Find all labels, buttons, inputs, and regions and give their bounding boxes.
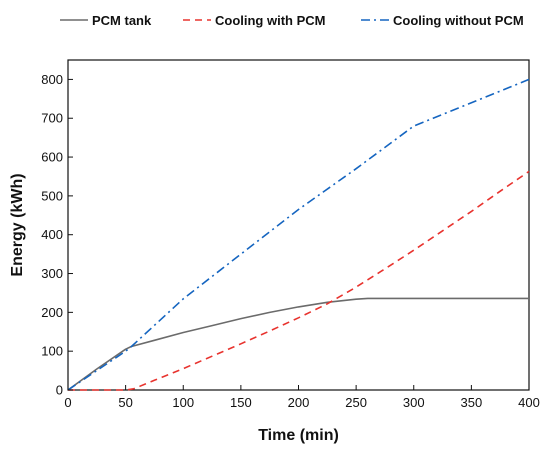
y-tick-label: 600	[41, 150, 63, 165]
y-tick-label: 100	[41, 344, 63, 359]
x-tick-label: 400	[518, 395, 540, 410]
series-line-1	[67, 297, 529, 391]
y-tick-label: 0	[56, 383, 63, 398]
y-tick-label: 700	[41, 111, 63, 126]
legend-item: Cooling without PCM	[361, 13, 524, 28]
x-tick-label: 100	[172, 395, 194, 410]
y-tick-label: 800	[41, 72, 63, 87]
x-tick-label: 0	[64, 395, 71, 410]
x-axis-ticks: 0 50 100 150 200 250 300 350 400	[64, 385, 540, 410]
y-axis-title: Energy (kWh)	[9, 173, 26, 276]
legend-label: PCM tank	[92, 13, 152, 28]
x-tick-label: 200	[288, 395, 310, 410]
legend: PCM tank Cooling with PCM Cooling without …	[60, 13, 524, 28]
x-tick-label: 150	[230, 395, 252, 410]
x-axis-title: Time (min)	[258, 427, 339, 444]
series-line-2	[68, 170, 530, 391]
x-tick-label: 50	[118, 395, 132, 410]
legend-item: PCM tank	[60, 13, 152, 28]
y-tick-label: 400	[41, 227, 63, 242]
y-tick-label: 300	[41, 266, 63, 281]
series-layer	[67, 78, 530, 391]
x-tick-label: 300	[403, 395, 425, 410]
legend-label: Cooling with PCM	[215, 13, 325, 28]
x-tick-label: 250	[345, 395, 367, 410]
y-tick-label: 200	[41, 305, 63, 320]
legend-label: Cooling without PCM	[393, 13, 524, 28]
y-tick-label: 500	[41, 188, 63, 203]
plot-frame	[67, 59, 530, 391]
legend-item: Cooling with PCM	[183, 13, 325, 28]
series-line-3	[67, 78, 530, 391]
x-tick-label: 350	[461, 395, 483, 410]
y-axis-ticks: 0 100 200 300 400 500 600 700 800	[41, 72, 73, 398]
